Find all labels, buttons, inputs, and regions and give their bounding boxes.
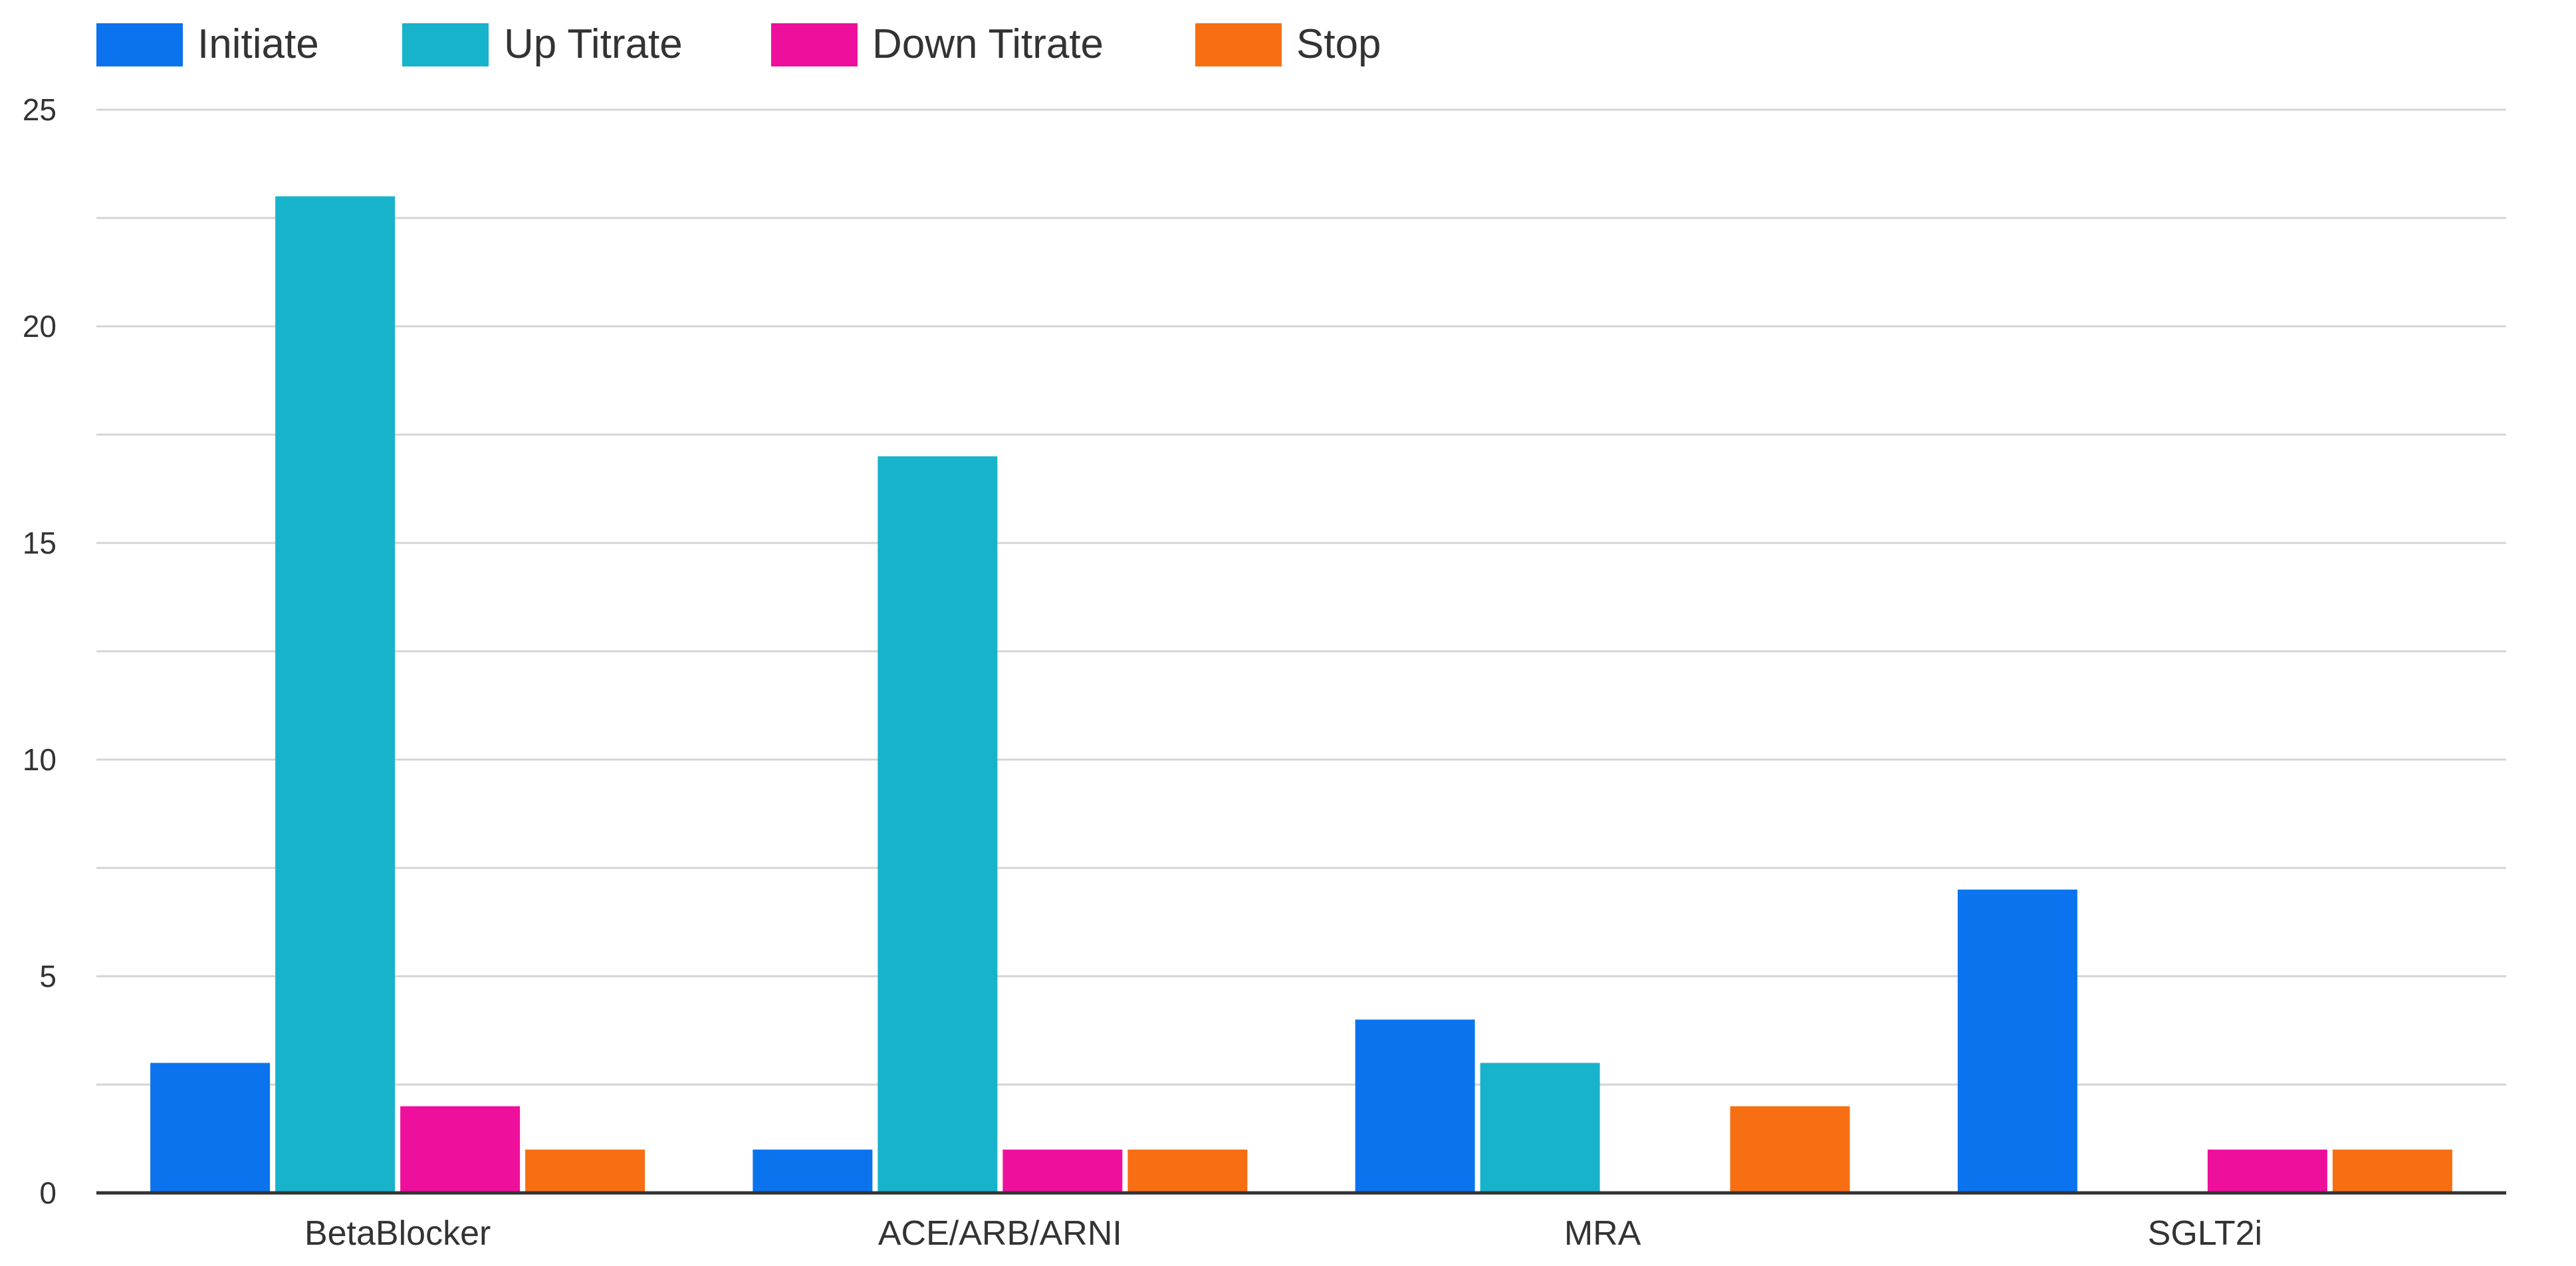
bar-initiate-sglt2i bbox=[1957, 889, 2077, 1193]
y-tick-label: 15 bbox=[23, 526, 57, 560]
axes: 0 5 10 15 20 25 BetaBlocker ACE/ARB/ARNI MRA SGLT… bbox=[23, 92, 2506, 1253]
bar-down-titrate-sglt2i bbox=[2207, 1149, 2327, 1193]
legend-swatch-down-titrate bbox=[771, 23, 858, 66]
bar-up-titrate-betablocker bbox=[275, 196, 396, 1193]
bar-initiate-mra bbox=[1355, 1019, 1475, 1193]
bar-up-titrate-ace-arb-arni bbox=[878, 456, 998, 1193]
bar-stop-ace-arb-arni bbox=[1127, 1149, 1248, 1193]
bar-down-titrate-ace-arb-arni bbox=[1002, 1149, 1123, 1193]
bar-initiate-ace-arb-arni bbox=[753, 1149, 873, 1193]
gridlines bbox=[96, 108, 2506, 1086]
legend-label-up-titrate: Up Titrate bbox=[504, 21, 683, 67]
y-tick-label: 10 bbox=[23, 742, 57, 777]
legend-label-stop: Stop bbox=[1296, 21, 1381, 67]
bar-up-titrate-mra bbox=[1480, 1063, 1600, 1193]
bar-stop-betablocker bbox=[525, 1149, 645, 1193]
bars bbox=[150, 196, 2452, 1193]
legend-label-down-titrate: Down Titrate bbox=[872, 21, 1104, 67]
bar-stop-mra bbox=[1730, 1106, 1850, 1193]
bar-initiate-betablocker bbox=[150, 1063, 271, 1193]
y-tick-label: 0 bbox=[39, 1176, 57, 1210]
y-tick-label: 5 bbox=[39, 959, 57, 994]
x-category-label: SGLT2i bbox=[2148, 1214, 2262, 1253]
legend-swatch-initiate bbox=[96, 23, 183, 66]
x-category-label: MRA bbox=[1564, 1214, 1641, 1253]
x-category-label: BetaBlocker bbox=[304, 1214, 491, 1253]
legend-swatch-stop bbox=[1195, 23, 1282, 66]
x-category-label: ACE/ARB/ARNI bbox=[878, 1214, 1122, 1253]
y-tick-label: 20 bbox=[23, 309, 57, 344]
legend-swatch-up-titrate bbox=[402, 23, 489, 66]
bar-down-titrate-betablocker bbox=[400, 1106, 521, 1193]
bar-stop-sglt2i bbox=[2332, 1149, 2452, 1193]
y-tick-label: 25 bbox=[23, 92, 57, 127]
legend-label-initiate: Initiate bbox=[197, 21, 319, 67]
legend: Initiate Up Titrate Down Titrate Stop bbox=[96, 21, 1381, 67]
